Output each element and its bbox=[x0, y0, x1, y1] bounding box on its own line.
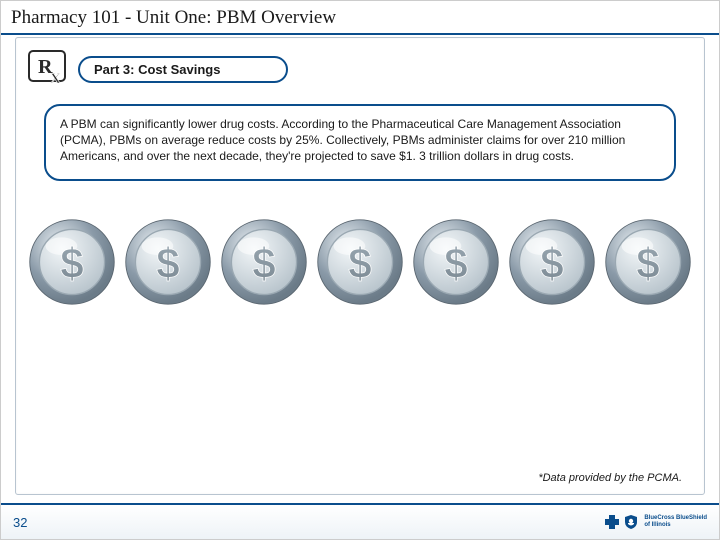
dollar-coin-icon: $ bbox=[604, 218, 692, 306]
footnote: *Data provided by the PCMA. bbox=[538, 472, 682, 484]
svg-text:$: $ bbox=[60, 240, 84, 287]
dollar-coin-icon: $ bbox=[124, 218, 212, 306]
dollar-coin-icon: $ bbox=[316, 218, 404, 306]
slide-title: Pharmacy 101 - Unit One: PBM Overview bbox=[1, 1, 719, 35]
svg-text:$: $ bbox=[156, 240, 180, 287]
content-area: R X Part 3: Cost Savings A PBM can signi… bbox=[15, 37, 705, 495]
coin-row: $ $ bbox=[22, 218, 698, 306]
part-header-row: R X Part 3: Cost Savings bbox=[28, 50, 288, 88]
page-number: 32 bbox=[13, 515, 27, 530]
body-text: A PBM can significantly lower drug costs… bbox=[60, 117, 625, 163]
logo-text: BlueCross BlueShield of Illinois bbox=[644, 515, 707, 528]
dollar-coin-icon: $ bbox=[220, 218, 308, 306]
body-text-box: A PBM can significantly lower drug costs… bbox=[44, 104, 676, 181]
dollar-coin-icon: $ bbox=[28, 218, 116, 306]
bcbs-logo: BlueCross BlueShield of Illinois bbox=[604, 514, 707, 530]
svg-text:$: $ bbox=[636, 240, 660, 287]
rx-icon: R X bbox=[28, 50, 70, 88]
dollar-coin-icon: $ bbox=[412, 218, 500, 306]
svg-text:$: $ bbox=[348, 240, 372, 287]
svg-text:$: $ bbox=[540, 240, 564, 287]
blueshield-icon bbox=[623, 514, 639, 530]
svg-text:$: $ bbox=[444, 240, 468, 287]
slide-container: Pharmacy 101 - Unit One: PBM Overview R … bbox=[0, 0, 720, 540]
svg-text:X: X bbox=[50, 71, 61, 87]
logo-line2: of Illinois bbox=[644, 522, 707, 529]
bluecross-icon bbox=[604, 514, 620, 530]
svg-text:$: $ bbox=[252, 240, 276, 287]
part-label: Part 3: Cost Savings bbox=[78, 56, 288, 83]
footer-bar: 32 BlueCross BlueShield of Illinois bbox=[1, 503, 719, 539]
logo-line1: BlueCross BlueShield bbox=[644, 515, 707, 522]
dollar-coin-icon: $ bbox=[508, 218, 596, 306]
